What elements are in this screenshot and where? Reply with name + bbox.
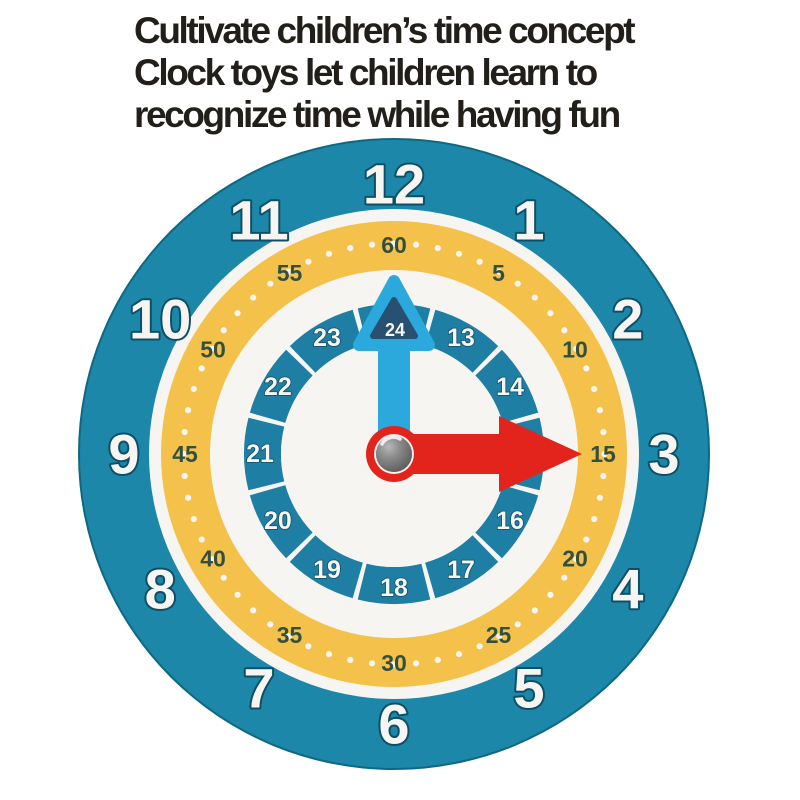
svg-text:50: 50 [200,337,226,363]
svg-text:20: 20 [264,507,292,535]
svg-text:8: 8 [145,558,176,621]
svg-text:35: 35 [277,622,303,648]
svg-text:11: 11 [229,189,288,252]
svg-text:19: 19 [313,556,341,584]
svg-text:40: 40 [200,546,226,572]
svg-text:30: 30 [381,650,407,676]
svg-text:22: 22 [264,373,292,401]
svg-text:7: 7 [243,656,274,719]
svg-text:13: 13 [447,324,475,352]
svg-text:23: 23 [313,324,341,352]
svg-text:10: 10 [562,337,588,363]
svg-text:2: 2 [612,288,643,351]
svg-text:4: 4 [612,558,643,621]
svg-text:16: 16 [496,507,524,535]
svg-text:1: 1 [513,189,544,252]
svg-text:25: 25 [486,622,512,648]
svg-text:55: 55 [277,260,303,286]
svg-text:17: 17 [447,556,475,584]
svg-text:45: 45 [172,441,198,467]
svg-text:24: 24 [385,320,405,340]
svg-text:20: 20 [562,546,588,572]
svg-text:21: 21 [246,440,274,468]
svg-text:5: 5 [513,656,544,719]
svg-text:12: 12 [363,153,425,216]
svg-text:10: 10 [129,288,191,351]
svg-text:14: 14 [496,373,524,401]
svg-text:5: 5 [492,260,505,286]
svg-text:9: 9 [108,423,139,486]
svg-text:3: 3 [648,423,679,486]
svg-text:6: 6 [378,693,409,756]
svg-text:18: 18 [380,574,408,602]
svg-text:60: 60 [381,232,407,258]
svg-text:15: 15 [590,441,616,467]
